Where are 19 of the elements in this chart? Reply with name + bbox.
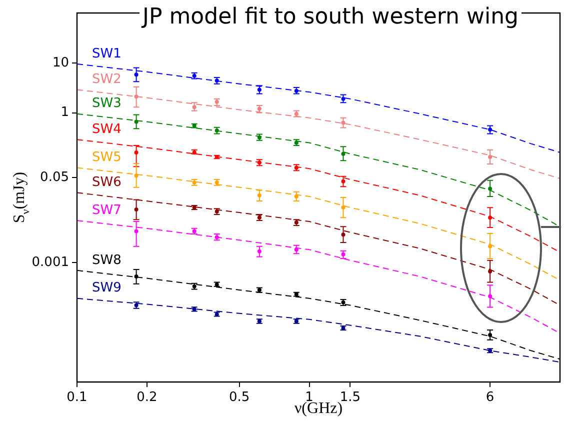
x-tick-label: 0.5 — [229, 390, 250, 406]
y-tick-label: 0.05 — [40, 170, 69, 186]
series-label: SW6 — [92, 175, 122, 190]
series-label: SW2 — [92, 72, 122, 88]
x-tick-label: 0.2 — [136, 390, 158, 406]
series-label: SW9 — [92, 280, 122, 296]
y-tick-label: 0.001 — [32, 254, 69, 270]
y-tick-label: 10 — [52, 55, 69, 70]
series-label: SW3 — [92, 96, 122, 112]
series-label: SW4 — [92, 122, 122, 137]
series-label: SW8 — [92, 252, 122, 268]
y-tick-label: 1 — [60, 105, 69, 120]
series-label: SW7 — [92, 202, 122, 218]
y-axis-title: Sν(mJy) — [11, 172, 32, 224]
series-label: SW1 — [92, 46, 122, 62]
chart-title: JP model fit to south western wing — [140, 4, 518, 30]
series-label: SW5 — [92, 150, 122, 166]
x-tick-label: 0.1 — [66, 390, 88, 406]
x-tick-label: 6 — [486, 390, 494, 406]
